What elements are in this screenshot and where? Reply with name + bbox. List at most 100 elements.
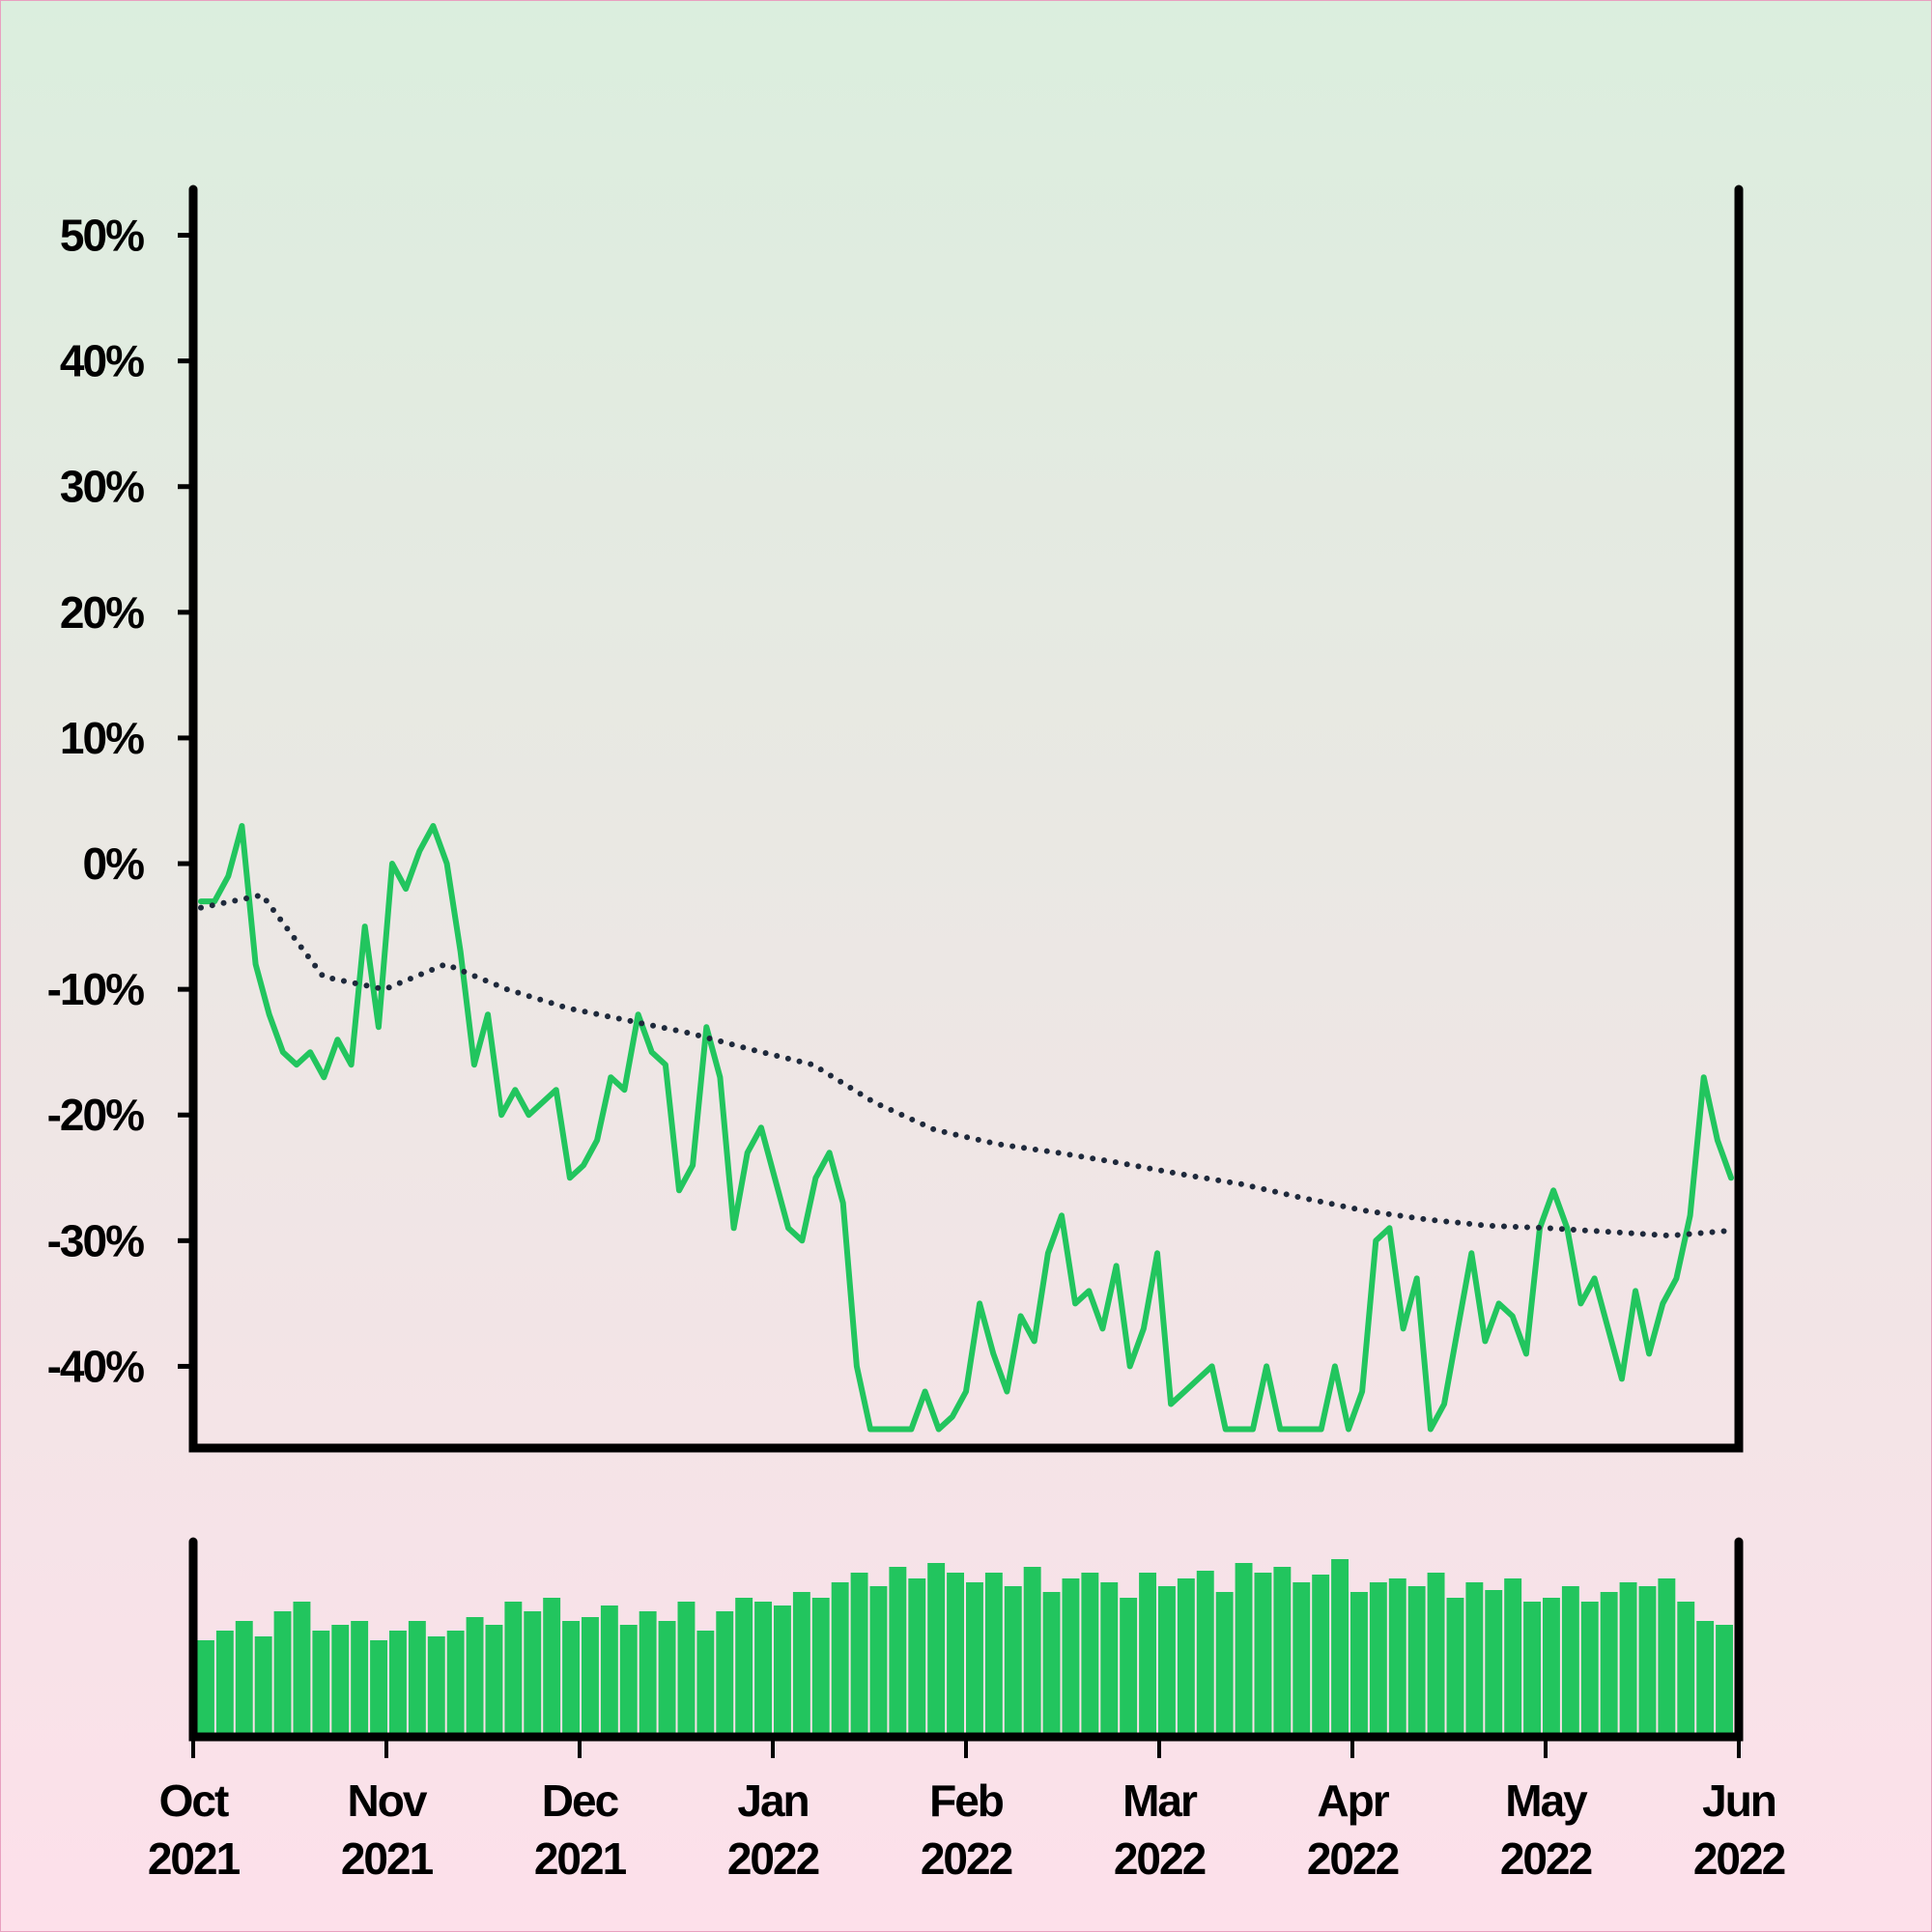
average-line (198, 892, 1734, 1239)
y-tick-label: 50% (60, 211, 144, 261)
volume-bar (235, 1621, 253, 1737)
volume-bar (1254, 1573, 1272, 1737)
volume-bar (716, 1611, 734, 1737)
volume-bar (1312, 1575, 1330, 1737)
volume-bar (619, 1625, 638, 1737)
volume-bar (524, 1611, 542, 1737)
volume-bar (1427, 1573, 1445, 1737)
volume-bar (504, 1602, 523, 1737)
x-tick-label: Dec 2021 (534, 1776, 627, 1884)
volume-bar (966, 1582, 983, 1737)
volume-bar (908, 1578, 926, 1737)
volume-bar (446, 1631, 465, 1737)
y-tick-label: -10% (47, 964, 144, 1014)
volume-bar (1177, 1578, 1195, 1737)
volume-bar (1042, 1592, 1061, 1737)
x-tick-label: Feb 2022 (921, 1776, 1012, 1884)
volume-panel: Oct 2021 Nov 2021 Dec 2021 Jan 2022 Feb 2022 Mar 20… (148, 1537, 1787, 1884)
volume-bar (869, 1586, 888, 1737)
volume-bar (1120, 1598, 1138, 1737)
volume-bar (658, 1621, 676, 1737)
volume-bar (485, 1625, 503, 1737)
price-line (198, 823, 1734, 1433)
y-tick-label: -20% (47, 1090, 144, 1140)
volume-bar (1658, 1578, 1676, 1737)
y-tick-label: 0% (83, 838, 145, 889)
volume-bar (1619, 1582, 1637, 1737)
volume-bar (1369, 1582, 1387, 1737)
volume-bar (735, 1598, 753, 1737)
volume-bar (1580, 1602, 1599, 1737)
volume-bar (831, 1582, 849, 1737)
volume-bar (1331, 1559, 1350, 1737)
axis-frame (188, 185, 1744, 1453)
volume-bar (427, 1636, 445, 1737)
y-tick-label: 30% (60, 462, 144, 512)
volume-bar (792, 1592, 810, 1737)
volume-bar (1062, 1578, 1080, 1737)
x-tick-label: May 2022 (1500, 1776, 1592, 1884)
volume-bar (889, 1567, 907, 1737)
volume-bar (370, 1640, 388, 1737)
volume-bar (1023, 1567, 1041, 1737)
price-panel: 50% 40% 30% 20% 10% 0% -10% -20% -30% -40% (47, 185, 1744, 1453)
volume-bar (947, 1573, 965, 1737)
volume-bar (312, 1631, 330, 1737)
volume-bar (273, 1611, 292, 1737)
volume-bar (1004, 1586, 1022, 1737)
volume-bar (582, 1617, 599, 1737)
volume-bar (1293, 1582, 1311, 1737)
volume-bar (754, 1602, 773, 1737)
volume-bar (1638, 1586, 1657, 1737)
volume-bar (639, 1611, 657, 1737)
x-tick-label: Mar 2022 (1114, 1776, 1206, 1884)
volume-bar (1465, 1582, 1484, 1737)
volume-bar (927, 1563, 946, 1737)
volume-bar (1158, 1586, 1176, 1737)
volume-bar (1446, 1598, 1464, 1737)
x-tick-label: Apr 2022 (1307, 1776, 1399, 1884)
volume-bar (850, 1573, 868, 1737)
volume-bar (600, 1605, 618, 1737)
volume-bar (1081, 1573, 1099, 1737)
volume-bar (293, 1602, 311, 1737)
volume-bar (331, 1625, 350, 1737)
volume-bar (984, 1573, 1003, 1737)
volume-bar (1696, 1621, 1715, 1737)
volume-bar (197, 1640, 214, 1737)
volume-bar (254, 1636, 272, 1737)
volume-bar (466, 1617, 484, 1737)
volume-bar (1196, 1571, 1214, 1737)
volume-bar (1561, 1586, 1579, 1737)
volume-bar (543, 1598, 561, 1737)
volume-bar (1100, 1582, 1119, 1737)
volume-bar (1235, 1563, 1253, 1737)
volume-bar (1504, 1578, 1522, 1737)
x-tick-label: Jan 2022 (727, 1776, 819, 1884)
y-tick-label: 10% (60, 713, 144, 763)
volume-bar (1215, 1592, 1234, 1737)
volume-bar (1716, 1625, 1734, 1737)
volume-bar (1273, 1567, 1292, 1737)
y-tick-label: 20% (60, 587, 144, 638)
volume-bar (408, 1621, 426, 1737)
volume-bar (1600, 1592, 1618, 1737)
volume-bar (1485, 1590, 1503, 1737)
volume-bar (1407, 1586, 1426, 1737)
y-tick-label: 40% (60, 336, 144, 386)
volume-bar (811, 1598, 830, 1737)
y-tick-label: -40% (47, 1341, 144, 1391)
volume-bar (1523, 1602, 1542, 1737)
volume-bar (215, 1631, 234, 1737)
x-tick-label: Oct 2021 (148, 1776, 241, 1884)
volume-bar (1139, 1573, 1157, 1737)
volume-bar (1350, 1592, 1368, 1737)
y-tick-label: -30% (47, 1215, 144, 1265)
volume-bar (677, 1602, 696, 1737)
volume-bar (696, 1631, 715, 1737)
volume-bar (774, 1605, 791, 1737)
volume-bar (389, 1631, 407, 1737)
volume-bar (1388, 1578, 1406, 1737)
x-tick-label: Nov 2021 (341, 1776, 434, 1884)
